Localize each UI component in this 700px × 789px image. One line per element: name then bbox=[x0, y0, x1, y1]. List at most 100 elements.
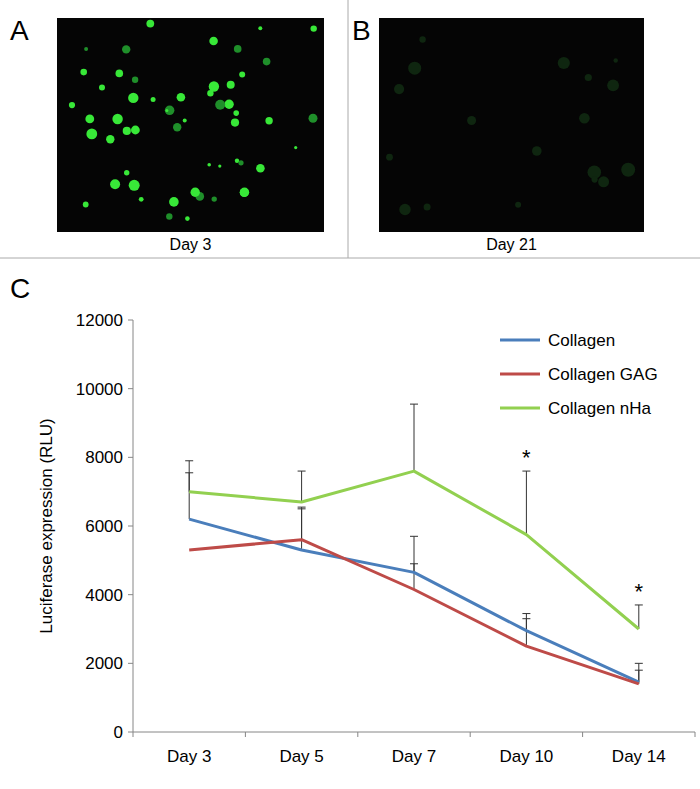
y-axis-label: Luciferase expression (RLU) bbox=[37, 418, 56, 633]
panel-label: C bbox=[10, 273, 30, 304]
cell bbox=[311, 25, 317, 31]
x-tick-label: Day 7 bbox=[392, 747, 436, 766]
cell bbox=[233, 110, 239, 116]
error-bar-cap bbox=[522, 613, 530, 614]
error-bar-stem bbox=[414, 564, 415, 590]
background bbox=[0, 0, 700, 789]
error-bar-cap bbox=[522, 471, 530, 472]
cell bbox=[129, 180, 140, 191]
error-bar-stem bbox=[414, 404, 415, 471]
x-tick bbox=[470, 732, 471, 737]
cell bbox=[386, 154, 393, 161]
cell bbox=[83, 202, 89, 208]
cell bbox=[116, 70, 124, 78]
micrograph bbox=[57, 18, 324, 232]
cell bbox=[227, 81, 235, 89]
legend-label: Collagen GAG bbox=[548, 365, 658, 384]
cell bbox=[173, 123, 181, 131]
cell bbox=[128, 93, 138, 103]
cell bbox=[263, 58, 271, 66]
cell bbox=[239, 71, 245, 77]
cell bbox=[166, 213, 172, 219]
figure: ADay 3BDay 21C02000400060008000100001200… bbox=[0, 0, 700, 789]
cell bbox=[265, 117, 272, 124]
cell bbox=[215, 100, 225, 110]
y-tick bbox=[128, 320, 133, 321]
x-tick-label: Day 10 bbox=[499, 747, 553, 766]
y-tick bbox=[128, 457, 133, 458]
cell bbox=[467, 116, 476, 125]
plot-area bbox=[185, 404, 643, 684]
error-bar-cap bbox=[522, 618, 530, 619]
cell bbox=[224, 100, 233, 109]
series-line bbox=[189, 540, 639, 684]
cell bbox=[110, 179, 120, 189]
x-tick bbox=[357, 732, 358, 737]
y-tick bbox=[128, 663, 133, 664]
cell bbox=[209, 37, 218, 46]
x-tick bbox=[582, 732, 583, 737]
panel-label: A bbox=[10, 15, 29, 46]
cell bbox=[394, 84, 404, 94]
error-bar-cap bbox=[410, 536, 418, 537]
x-tick-label: Day 14 bbox=[612, 747, 666, 766]
cell bbox=[294, 146, 297, 149]
cell bbox=[240, 188, 249, 197]
error-bar bbox=[522, 471, 530, 535]
cell bbox=[621, 163, 635, 177]
y-tick bbox=[128, 732, 133, 733]
cell bbox=[122, 45, 130, 53]
y-tick-label: 8000 bbox=[85, 448, 123, 467]
cell bbox=[123, 127, 131, 135]
cell bbox=[218, 165, 221, 168]
error-bar-stem bbox=[189, 461, 190, 492]
cell bbox=[408, 62, 421, 75]
cell bbox=[165, 109, 168, 112]
cell bbox=[169, 197, 179, 207]
cell bbox=[258, 26, 262, 30]
cell bbox=[558, 57, 570, 69]
legend-swatch bbox=[500, 339, 540, 342]
x-tick bbox=[695, 732, 696, 737]
cell bbox=[69, 102, 75, 108]
cell bbox=[515, 202, 521, 208]
legend-label: Collagen bbox=[548, 331, 615, 350]
legend-swatch bbox=[500, 407, 540, 410]
y-tick bbox=[128, 594, 133, 595]
cell bbox=[592, 177, 598, 183]
panel-caption: Day 3 bbox=[170, 236, 212, 253]
panel-divider bbox=[0, 258, 700, 259]
series-line bbox=[189, 471, 639, 629]
error-bar-cap bbox=[635, 604, 643, 605]
cell bbox=[424, 204, 431, 211]
error-bar-cap bbox=[410, 404, 418, 405]
error-bar-stem bbox=[638, 605, 639, 629]
error-bar-cap bbox=[298, 507, 306, 508]
y-tick-label: 6000 bbox=[85, 517, 123, 536]
error-bar bbox=[298, 507, 306, 540]
cell bbox=[99, 85, 105, 91]
cell bbox=[177, 93, 186, 102]
cell bbox=[131, 126, 140, 135]
error-bar-cap bbox=[635, 670, 643, 671]
x-tick bbox=[245, 732, 246, 737]
y-tick bbox=[128, 526, 133, 527]
cell bbox=[85, 115, 94, 124]
error-bar bbox=[410, 564, 418, 590]
x-axis bbox=[133, 732, 695, 733]
annotation: * bbox=[522, 445, 531, 470]
error-bar-cap bbox=[410, 563, 418, 564]
cell bbox=[309, 114, 318, 123]
cell bbox=[84, 47, 88, 51]
cell bbox=[532, 146, 542, 156]
cell bbox=[124, 170, 129, 175]
annotation: * bbox=[635, 579, 644, 604]
cell bbox=[139, 197, 144, 202]
y-tick-label: 12000 bbox=[76, 311, 123, 330]
cell bbox=[132, 77, 138, 83]
x-tick-label: Day 3 bbox=[167, 747, 211, 766]
cell bbox=[191, 188, 200, 197]
micrograph bbox=[379, 18, 644, 232]
cell bbox=[185, 216, 190, 221]
error-bar-cap bbox=[298, 471, 306, 472]
